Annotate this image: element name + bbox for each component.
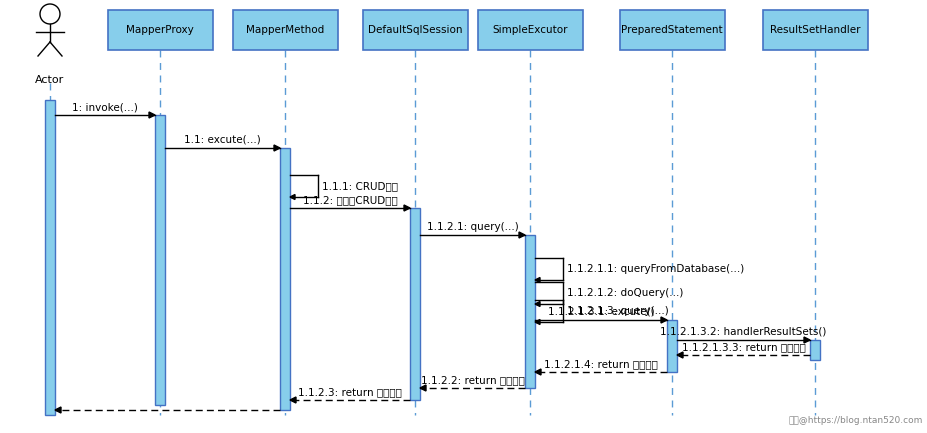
Bar [762,10,867,50]
Text: DefaultSqlSession: DefaultSqlSession [367,25,462,35]
Polygon shape [290,194,295,200]
Text: 缩浑@https://blog.ntan520.com: 缩浑@https://blog.ntan520.com [788,416,922,425]
Text: 1.1.2.3: return 最终数据: 1.1.2.3: return 最终数据 [298,387,401,397]
Text: 1.1: excute(...): 1.1: excute(...) [184,135,260,145]
Polygon shape [55,407,61,413]
Text: 1.1.2.1.1: queryFromDatabase(...): 1.1.2.1.1: queryFromDatabase(...) [566,264,743,274]
Bar [667,320,677,372]
Text: 1.1.2.1.3: query(...): 1.1.2.1.3: query(...) [566,306,668,316]
Polygon shape [420,385,425,391]
Polygon shape [535,278,540,282]
Text: PreparedStatement: PreparedStatement [620,25,722,35]
Bar [619,10,724,50]
Bar [477,10,582,50]
Text: 1.1.2: 对应的CRUD方法: 1.1.2: 对应的CRUD方法 [302,195,397,205]
Polygon shape [535,320,540,324]
Bar [155,115,165,405]
Polygon shape [403,205,410,211]
Text: Actor: Actor [35,75,65,85]
Text: 1.1.2.1: query(...): 1.1.2.1: query(...) [426,222,518,232]
Bar [233,10,337,50]
Polygon shape [677,352,682,358]
Polygon shape [290,397,296,403]
Polygon shape [803,337,809,343]
Text: 1.1.2.1.4: return 最终数据: 1.1.2.1.4: return 最终数据 [543,359,657,369]
Bar [44,100,55,415]
Bar [280,148,290,410]
Polygon shape [535,301,540,307]
Bar [108,10,212,50]
Polygon shape [660,317,667,323]
Text: 1.1.2.1.3.3: return 最终数据: 1.1.2.1.3.3: return 最终数据 [680,342,805,352]
Text: 1.1.2.1.3.2: handlerResultSets(): 1.1.2.1.3.2: handlerResultSets() [660,327,826,337]
Text: MapperProxy: MapperProxy [126,25,194,35]
Text: 1.1.2.1.2: doQuery(...): 1.1.2.1.2: doQuery(...) [566,288,682,298]
Polygon shape [149,112,155,118]
Text: 1: invoke(...): 1: invoke(...) [72,102,138,112]
Bar [362,10,467,50]
Polygon shape [535,369,540,375]
Text: ResultSetHandler: ResultSetHandler [768,25,859,35]
Polygon shape [518,232,525,238]
Text: 1.1.2.1.3.1: excute(): 1.1.2.1.3.1: excute() [547,307,654,317]
Bar [809,340,819,360]
Bar [525,235,535,388]
Polygon shape [273,145,280,151]
Text: 1.1.2.2: return 最终数据: 1.1.2.2: return 最终数据 [420,375,524,385]
Text: MapperMethod: MapperMethod [246,25,324,35]
Text: SimpleExcutor: SimpleExcutor [491,25,567,35]
Text: 1.1.1: CRUD方法: 1.1.1: CRUD方法 [322,181,398,191]
Circle shape [40,4,60,24]
Bar [410,208,420,400]
